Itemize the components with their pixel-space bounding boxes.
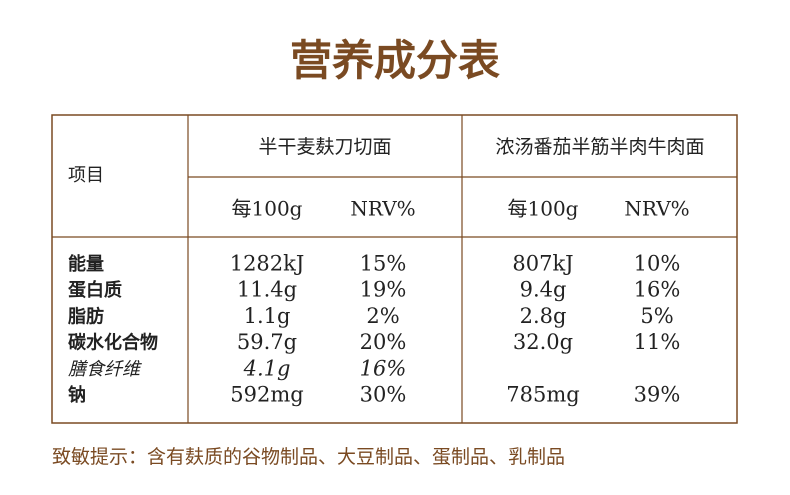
nutrient-value: 32.0g [513, 330, 573, 354]
nutrient-name: 膳食纤维 [68, 359, 142, 380]
nutrient-value: 16% [360, 356, 407, 380]
nutrient-value: 4.1g [243, 356, 291, 380]
nutrient-name: 蛋白质 [68, 279, 122, 301]
nutrient-value: 39% [634, 383, 681, 407]
title: 营养成分表 [290, 36, 500, 85]
table-frame [51, 114, 738, 424]
nutrient-value: 785mg [506, 383, 579, 407]
nutrient-value: 1.1g [244, 304, 291, 328]
nutrient-value: 592mg [230, 383, 303, 407]
nutrient-value: 2% [366, 304, 399, 328]
nutrient-value: 20% [360, 330, 407, 354]
nutrient-value: 807kJ [512, 252, 573, 276]
nutrient-value: 2.8g [520, 304, 567, 328]
nutrient-value: 59.7g [237, 330, 297, 354]
nutrient-name: 钠 [68, 385, 86, 406]
nutrient-value: 10% [634, 252, 681, 276]
nutrient-value: 16% [634, 278, 681, 302]
nutrient-value: 5% [640, 304, 673, 328]
column-header: 每100g [508, 197, 579, 221]
nutrient-value: 19% [360, 278, 407, 302]
product-name: 浓汤番茄半筋半肉牛肉面 [495, 136, 704, 158]
footer: 致敏提示：含有麸质的谷物制品、大豆制品、蛋制品、乳制品 [52, 446, 565, 468]
product-name: 半干麦麸刀切面 [258, 136, 391, 158]
nutrient-value: 30% [360, 383, 407, 407]
column-header: 每100g [232, 197, 303, 221]
nutrient-name: 能量 [68, 253, 104, 275]
nutrient-value: 15% [360, 252, 407, 276]
nutrient-value: 11.4g [237, 278, 297, 302]
nutrient-name: 碳水化合物 [68, 332, 158, 354]
nutrient-name: 脂肪 [68, 305, 104, 327]
nutrient-value: 9.4g [520, 278, 567, 302]
nutrient-value: 11% [634, 330, 681, 354]
column-header: NRV% [350, 197, 415, 221]
column-header: NRV% [624, 197, 689, 221]
nutrient-value: 1282kJ [230, 252, 305, 276]
item-header: 项目 [68, 165, 104, 186]
